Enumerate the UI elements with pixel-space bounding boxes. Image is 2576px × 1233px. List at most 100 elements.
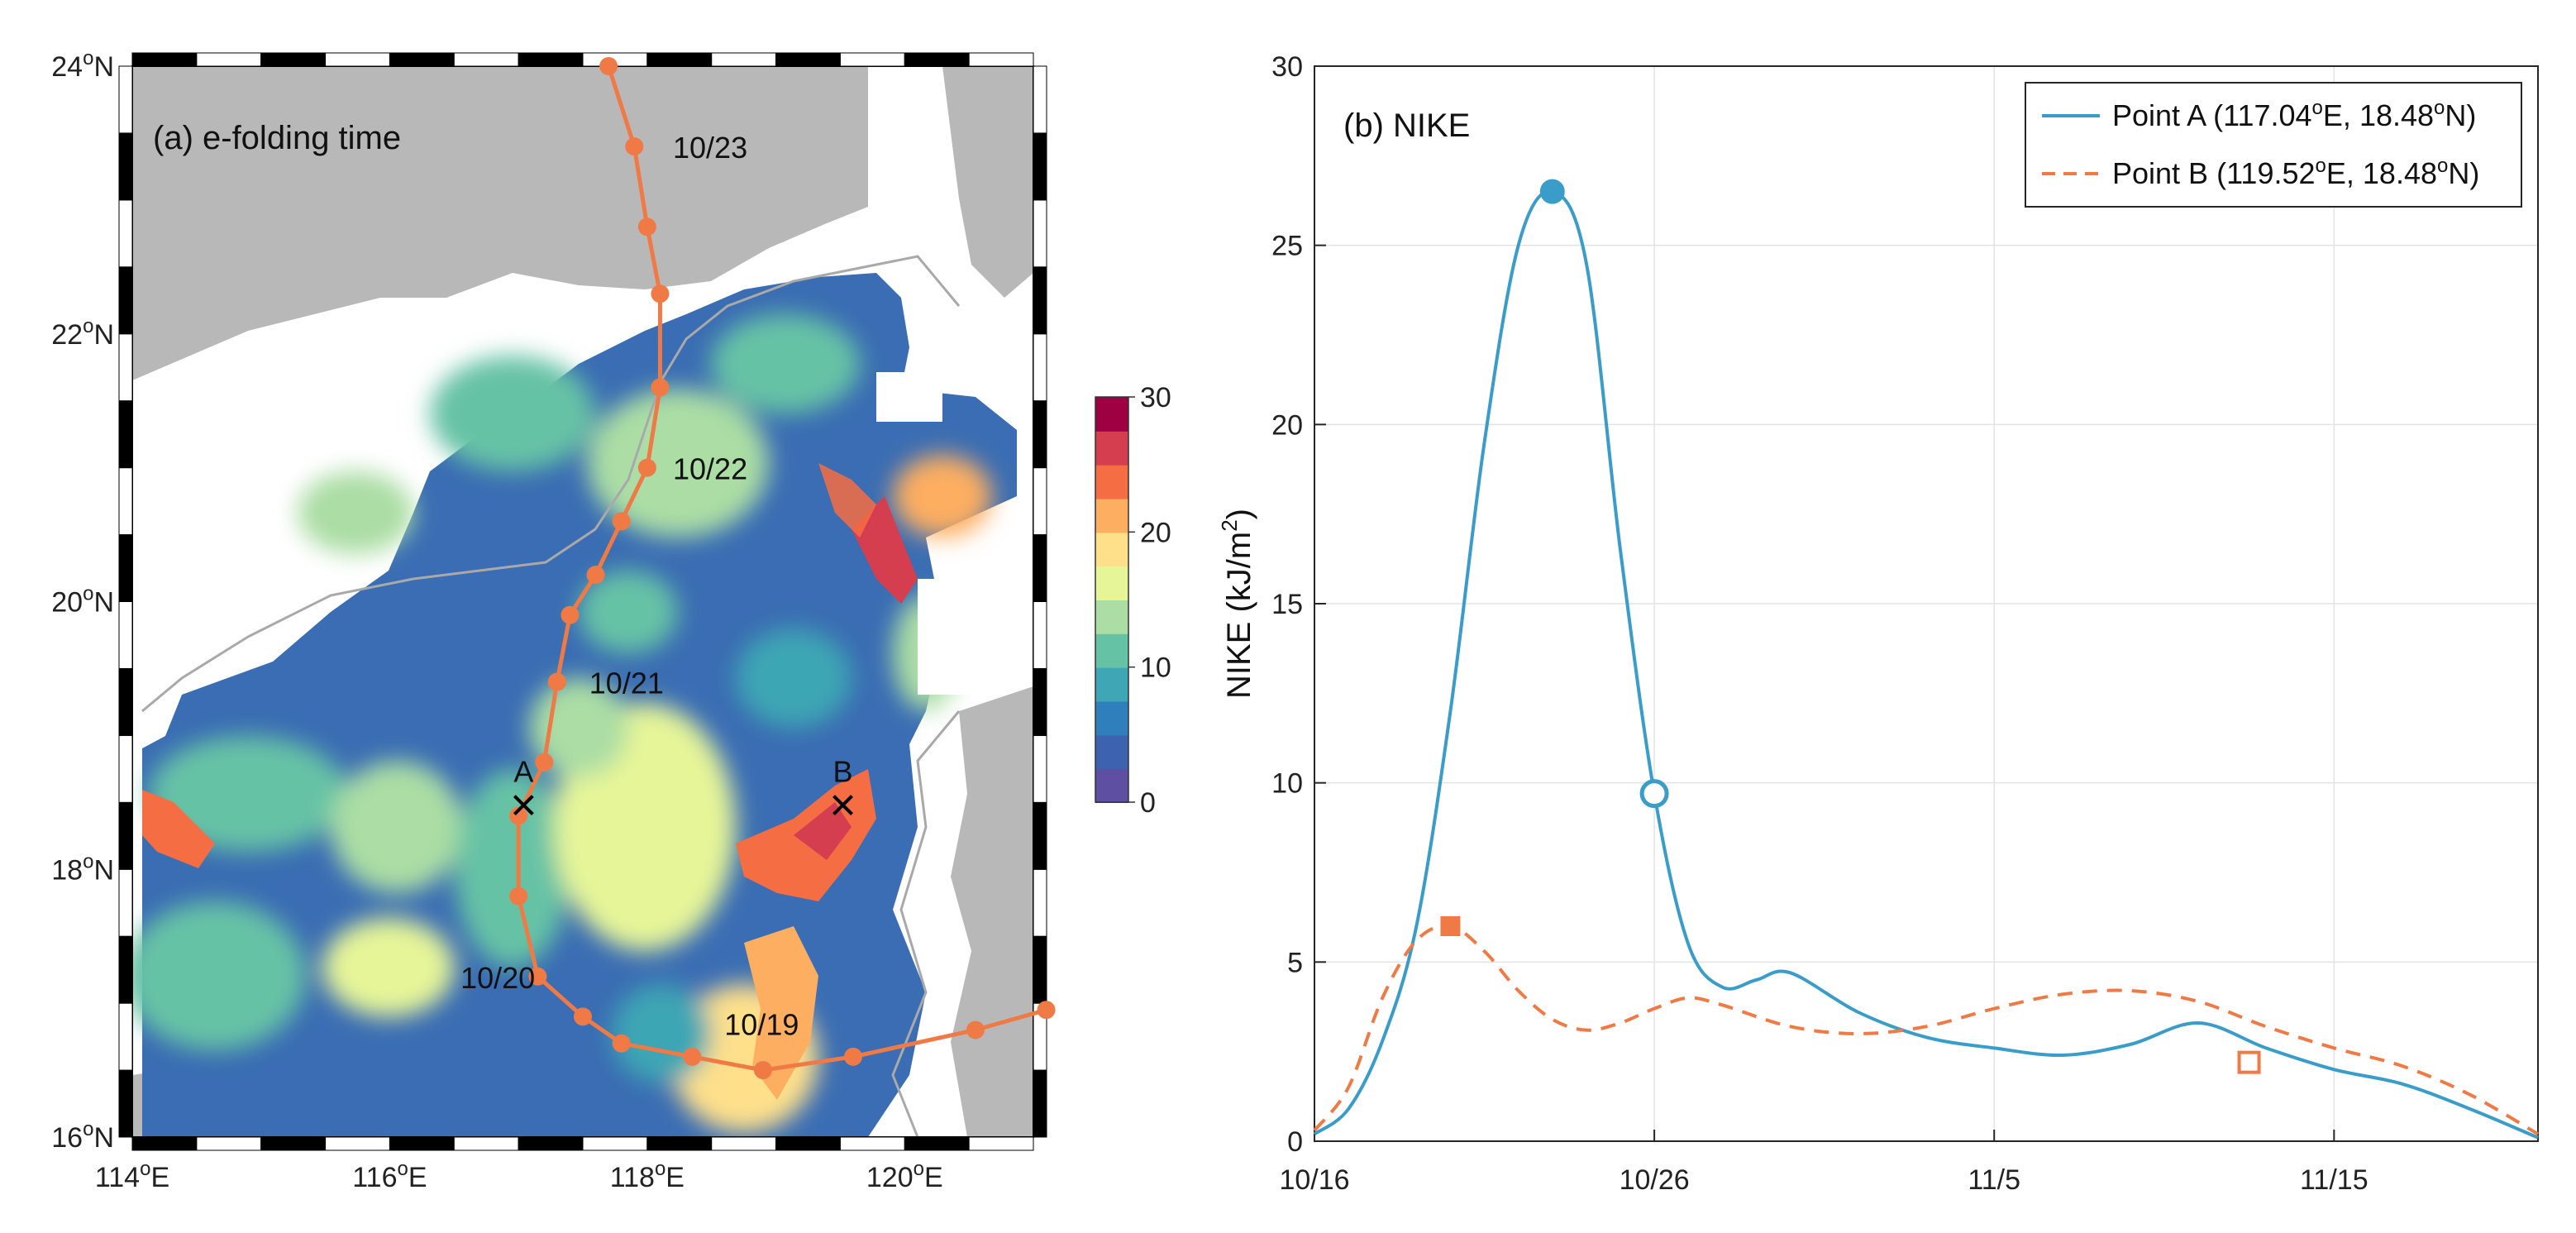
border-segment <box>1033 601 1047 669</box>
y-tick-label: 30 <box>1271 51 1303 83</box>
border-segment <box>118 266 133 335</box>
colorbar-segment <box>1095 430 1128 466</box>
station-cross <box>832 795 853 815</box>
map-x-tick-label-num: 116 <box>352 1162 397 1193</box>
x-tick-label: 11/5 <box>1968 1164 2020 1196</box>
track-point <box>637 217 656 237</box>
station-label: A <box>513 755 533 789</box>
legend-a-close: ) <box>2466 98 2476 132</box>
map-y-tick-label-num: 24 <box>51 51 83 83</box>
track-point <box>509 806 528 825</box>
border-segment <box>1033 534 1047 602</box>
legend-a-lat: 18.48 <box>2359 98 2434 132</box>
border-segment <box>518 1136 584 1151</box>
border-segment <box>904 52 970 67</box>
map-x-tick-label-num: 114 <box>95 1162 140 1193</box>
heat-blob <box>430 356 595 471</box>
legend-a-sep: , <box>2343 98 2359 132</box>
map-y-tick-label-deg: o <box>83 315 93 337</box>
border-segment <box>118 333 133 402</box>
colorbar-tick-label: 0 <box>1140 787 1156 819</box>
border-segment <box>1033 935 1047 1004</box>
map-checker-border <box>118 52 1047 1151</box>
border-segment <box>118 132 133 201</box>
y-tick-label: 25 <box>1271 231 1303 262</box>
border-segment <box>453 1136 519 1151</box>
map-y-tick-label-num: 22 <box>51 319 83 351</box>
y-axis-label-main: NIKE (kJ/m <box>1221 532 1257 699</box>
map-y-tick-label: 18oN <box>51 850 114 886</box>
map-y-tick-label-num: 16 <box>51 1122 83 1154</box>
border-segment <box>325 1136 390 1151</box>
track-date-label: 10/20 <box>460 961 535 995</box>
no-data-region <box>918 579 1009 695</box>
border-segment <box>118 801 133 870</box>
legend-b-deg2: o <box>2437 155 2448 177</box>
map-x-tick-label-dir: E <box>408 1162 427 1193</box>
map-x-tick-label-num: 118 <box>610 1162 655 1193</box>
legend-a-lon: 117.04 <box>2223 98 2311 132</box>
map-x-tick-label-deg: o <box>914 1158 924 1180</box>
border-segment <box>118 467 133 536</box>
heat-blob <box>331 761 463 893</box>
border-segment <box>711 1136 777 1151</box>
land-taiwan <box>942 66 1033 298</box>
x-tick-label: 11/15 <box>2300 1164 2368 1196</box>
border-segment <box>1033 333 1047 402</box>
y-axis-label: NIKE (kJ/m2) <box>1217 509 1257 699</box>
legend-b-lat: 18.48 <box>2363 156 2437 190</box>
y-axis-label-sup: 2 <box>1217 519 1242 531</box>
border-segment <box>1033 801 1047 870</box>
border-segment <box>775 1136 841 1151</box>
legend-a-deg1: o <box>2312 97 2323 119</box>
border-segment <box>118 601 133 669</box>
border-segment <box>118 1069 133 1138</box>
heat-blob <box>579 571 678 653</box>
track-point <box>754 1061 772 1080</box>
map-x-tick-label: 114oE <box>95 1158 169 1193</box>
colorbar-segment <box>1095 498 1128 533</box>
border-segment <box>1033 132 1047 201</box>
map-x-tick-label-dir: E <box>924 1162 943 1193</box>
legend-box <box>2025 82 2522 208</box>
map-x-tick-label: 116oE <box>352 1158 427 1193</box>
map-x-tick-label-num: 120 <box>866 1162 914 1193</box>
border-segment <box>196 1136 262 1151</box>
y-tick-label: 5 <box>1287 947 1303 978</box>
track-point <box>547 672 566 691</box>
legend-a-deg2: o <box>2434 97 2445 119</box>
border-segment <box>582 1136 648 1151</box>
no-data-region <box>876 372 942 422</box>
border-segment <box>1033 65 1047 134</box>
border-segment <box>775 52 841 67</box>
panel-a-label: (a) e-folding time <box>153 120 401 156</box>
point-b-filled-marker <box>1440 916 1461 936</box>
track-point <box>966 1020 985 1039</box>
colorbar-tick-label: 30 <box>1140 382 1171 413</box>
border-segment <box>1033 467 1047 536</box>
colorbar-tick-label: 20 <box>1140 517 1171 548</box>
border-segment <box>118 868 133 937</box>
map-y-tick-label-dir: N <box>93 1122 114 1154</box>
heat-blob <box>322 918 455 1017</box>
colorbar-segment <box>1095 566 1128 600</box>
track-point <box>535 753 554 772</box>
track-point <box>586 566 605 585</box>
border-segment <box>389 1136 455 1151</box>
efolding-heatmap <box>132 273 1017 1137</box>
line-panel: 0 5 10 15 20 25 30 10/16 10/26 11/5 11/15 (b) NIKE… <box>1217 51 2540 1196</box>
legend-b-name: Point B <box>2112 156 2208 190</box>
legend-b-n: N <box>2448 156 2469 190</box>
border-segment <box>646 52 713 67</box>
map-x-tick-label-dir: E <box>150 1162 169 1193</box>
x-tick-label: 10/16 <box>1279 1164 1349 1196</box>
border-segment <box>1033 266 1047 335</box>
y-tick-label: 20 <box>1271 409 1303 441</box>
map-y-tick-label-num: 18 <box>51 854 83 886</box>
heat-hotspot-west <box>142 790 215 868</box>
typhoon-track <box>509 57 1056 1080</box>
track-point <box>637 458 656 477</box>
line-grid <box>1314 65 2538 1142</box>
track-point <box>612 1034 631 1053</box>
